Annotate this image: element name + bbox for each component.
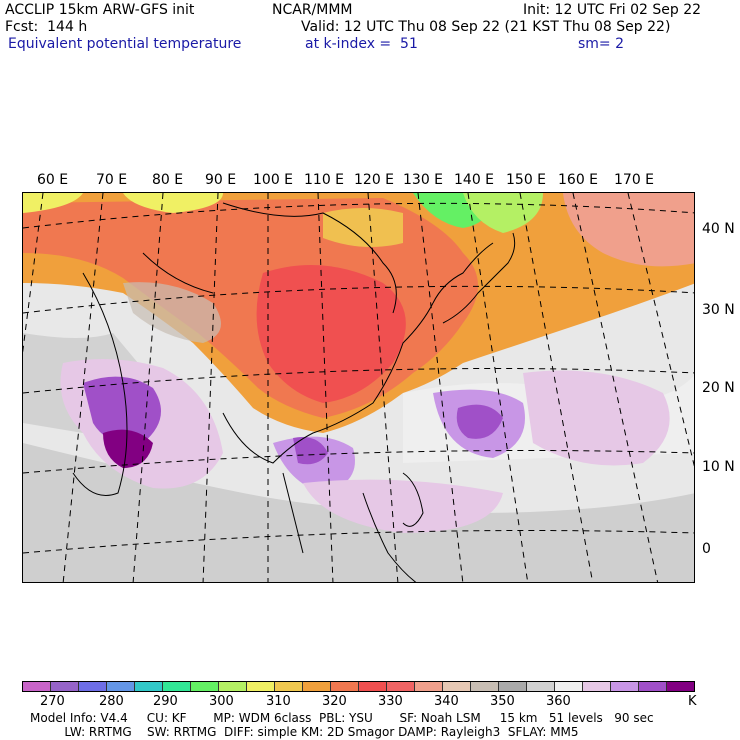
colorbar-tick: 360: [546, 694, 571, 709]
lon-label: 120 E: [354, 172, 395, 188]
colorbar-tick: 280: [99, 694, 124, 709]
colorbar-tick: 310: [266, 694, 291, 709]
colorbar-tick: 340: [434, 694, 459, 709]
lat-label: 40 N: [702, 221, 735, 237]
colorbar-swatch: [415, 682, 443, 691]
lon-label: 170 E: [614, 172, 655, 188]
colorbar-swatch: [275, 682, 303, 691]
colorbar: [22, 681, 695, 692]
colorbar-swatch: [499, 682, 527, 691]
colorbar-swatch: [331, 682, 359, 691]
colorbar-swatch: [135, 682, 163, 691]
lon-label: 110 E: [304, 172, 345, 188]
lon-label: 90 E: [205, 172, 237, 188]
colorbar-swatch: [639, 682, 667, 691]
lon-label: 80 E: [152, 172, 184, 188]
colorbar-tick: 350: [490, 694, 515, 709]
colorbar-swatch: [51, 682, 79, 691]
org-label: NCAR/MMM: [272, 2, 353, 18]
colorbar-tick: 320: [322, 694, 347, 709]
theta-e-map: [22, 192, 695, 583]
colorbar-swatch: [191, 682, 219, 691]
lon-label: 60 E: [37, 172, 69, 188]
colorbar-swatch: [611, 682, 639, 691]
colorbar-tick: 270: [40, 694, 65, 709]
forecast-hour: Fcst: 144 h: [5, 19, 88, 35]
colorbar-tick: 300: [209, 694, 234, 709]
colorbar-swatch: [471, 682, 499, 691]
colorbar-swatch: [247, 682, 275, 691]
colorbar-swatch: [583, 682, 611, 691]
colorbar-swatch: [219, 682, 247, 691]
colorbar-swatch: [303, 682, 331, 691]
colorbar-tick: 330: [378, 694, 403, 709]
lon-label: 150 E: [506, 172, 547, 188]
lon-label: 100 E: [253, 172, 294, 188]
model-info-line1: Model Info: V4.4 CU: KF MP: WDM 6class P…: [30, 711, 654, 725]
colorbar-swatch: [79, 682, 107, 691]
lon-label: 140 E: [454, 172, 495, 188]
colorbar-swatch: [443, 682, 471, 691]
lat-label: 30 N: [702, 302, 735, 318]
colorbar-swatch: [359, 682, 387, 691]
colorbar-swatch: [163, 682, 191, 691]
colorbar-swatch: [555, 682, 583, 691]
colorbar-unit: K: [688, 694, 697, 709]
lon-label: 70 E: [96, 172, 128, 188]
colorbar-swatch: [23, 682, 51, 691]
lat-label: 10 N: [702, 459, 735, 475]
valid-time: Valid: 12 UTC Thu 08 Sep 22 (21 KST Thu …: [301, 19, 671, 35]
colorbar-tick: 290: [153, 694, 178, 709]
map-field: [23, 193, 694, 582]
lat-label: 20 N: [702, 380, 735, 396]
level-label: at k-index = 51: [305, 36, 418, 52]
model-title: ACCLIP 15km ARW-GFS init: [5, 2, 195, 18]
field-name: Equivalent potential temperature: [8, 36, 242, 52]
lon-label: 160 E: [558, 172, 599, 188]
colorbar-swatch: [107, 682, 135, 691]
colorbar-swatch: [527, 682, 555, 691]
model-info-line2: LW: RRTMG SW: RRTMG DIFF: simple KM: 2D …: [30, 725, 579, 739]
colorbar-swatch: [667, 682, 694, 691]
colorbar-swatch: [387, 682, 415, 691]
lon-label: 130 E: [403, 172, 444, 188]
smooth-label: sm= 2: [578, 36, 625, 52]
init-time: Init: 12 UTC Fri 02 Sep 22: [523, 2, 702, 18]
lat-label: 0: [702, 541, 711, 557]
